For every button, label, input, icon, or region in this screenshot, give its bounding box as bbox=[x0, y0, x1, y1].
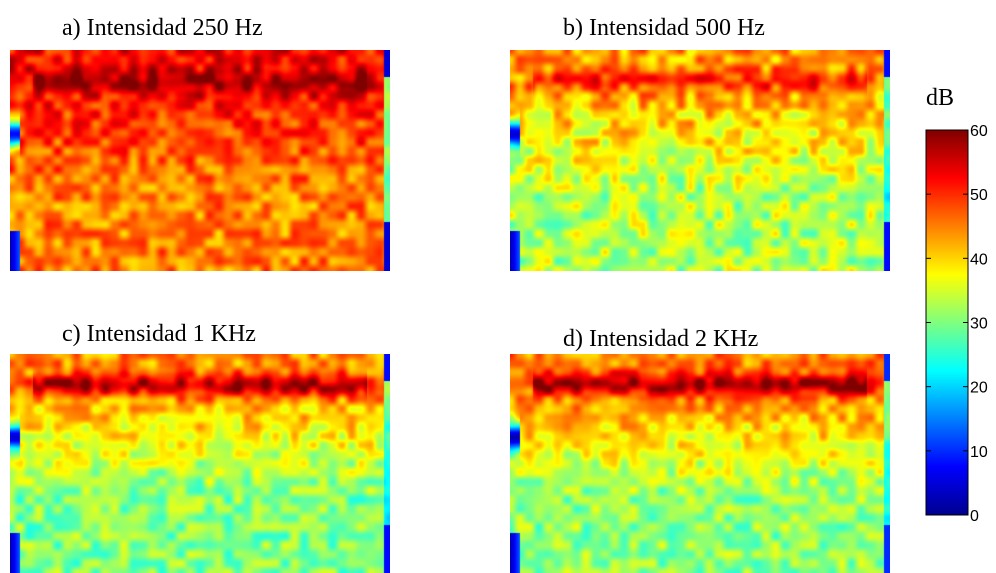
colorbar-ticks: 0 10 20 30 40 50 60 bbox=[926, 123, 988, 525]
panel-b-title: b) Intensidad 500 Hz bbox=[563, 15, 765, 41]
colorbar-gradient bbox=[925, 129, 969, 516]
heatmap-d-plot bbox=[510, 354, 890, 573]
colorbar-unit-label: dB bbox=[926, 85, 955, 111]
colorbar-tick-label: 50 bbox=[970, 187, 988, 204]
colorbar-tick-label: 20 bbox=[970, 380, 988, 397]
colorbar-graphic: 0 10 20 30 40 50 60 bbox=[925, 123, 988, 525]
colorbar-tick-label: 30 bbox=[970, 316, 988, 333]
colorbar-tick-label: 10 bbox=[970, 444, 988, 461]
colorbar-tick-label: 0 bbox=[970, 508, 979, 525]
panel-d-title: d) Intensidad 2 KHz bbox=[563, 326, 759, 352]
colorbar-tick-label: 40 bbox=[970, 251, 988, 268]
heatmap-a-plot bbox=[10, 50, 390, 271]
panel-c-title: c) Intensidad 1 KHz bbox=[62, 321, 256, 347]
colorbar-tick-label: 60 bbox=[970, 123, 988, 140]
heatmap-c-plot bbox=[10, 354, 390, 573]
heatmap-b-plot bbox=[510, 50, 890, 271]
panel-a-title: a) Intensidad 250 Hz bbox=[62, 15, 263, 41]
